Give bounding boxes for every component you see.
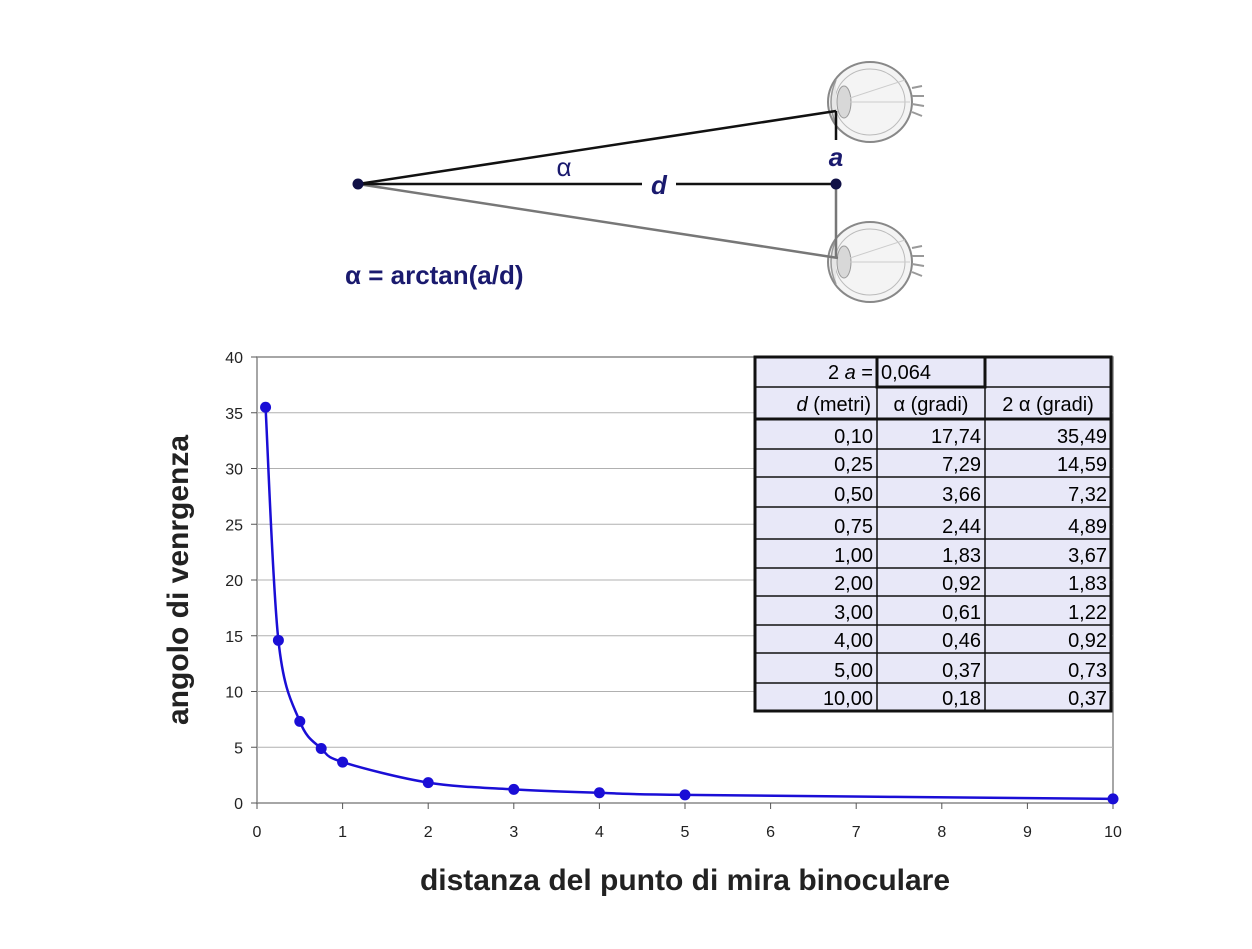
y-tick-label: 30	[225, 462, 243, 479]
table-cell: 0,10	[834, 426, 873, 448]
table-cell: 35,49	[1057, 426, 1107, 448]
data-point	[260, 401, 272, 413]
x-tick-label: 5	[681, 824, 690, 841]
x-tick-label: 9	[1023, 824, 1032, 841]
x-axis-title: distanza del punto di mira binoculare	[420, 864, 950, 897]
table-cell: 7,29	[942, 454, 981, 476]
y-tick-label: 10	[225, 685, 243, 702]
table-cell: 17,74	[931, 426, 981, 448]
table-cell: 0,46	[942, 630, 981, 652]
table-cell: 0,50	[834, 484, 873, 506]
table-cell: 0,37	[1068, 688, 1107, 710]
x-tick-label: 6	[766, 824, 775, 841]
data-point	[593, 787, 605, 799]
table-cell: 0,75	[834, 516, 873, 538]
table-cell: 5,00	[834, 660, 873, 682]
x-tick-label: 1	[338, 824, 347, 841]
y-tick-label: 20	[225, 573, 243, 590]
data-point	[679, 789, 691, 801]
table-header-baseline-value: 0,064	[881, 362, 931, 384]
x-tick-label: 4	[595, 824, 604, 841]
x-tick-label: 2	[424, 824, 433, 841]
table-cell: 3,00	[834, 602, 873, 624]
sight-line-upper	[357, 109, 837, 186]
table-cell: 0,18	[942, 688, 981, 710]
data-points	[260, 401, 1119, 805]
upper-eye-icon	[827, 61, 925, 143]
table-cell: 3,67	[1068, 545, 1107, 567]
table-cell: 1,00	[834, 545, 873, 567]
data-table: 2 a = 0,064 d (metri) α (gradi) 2 α (gradi) 0…	[753, 355, 1113, 713]
x-tick-label: 8	[937, 824, 946, 841]
data-point	[1107, 793, 1119, 805]
table-cell: 2,44	[942, 516, 981, 538]
x-tick-label: 7	[852, 824, 861, 841]
table-cell: 0,92	[942, 573, 981, 595]
x-tick-labels: 0 1 2 3 4 5 6 7 8 9 10	[253, 803, 1122, 841]
distance-label: d	[651, 170, 668, 200]
y-tick-label: 15	[225, 629, 243, 646]
data-point	[508, 783, 520, 795]
y-axis-title: angolo di venrgenza	[162, 435, 195, 725]
data-point	[422, 777, 434, 789]
table-cell: 4,89	[1068, 516, 1107, 538]
data-point	[272, 634, 284, 646]
table-cell: 1,83	[1068, 573, 1107, 595]
a-label: a	[829, 142, 843, 172]
table-cell: 4,00	[834, 630, 873, 652]
y-tick-label: 5	[234, 740, 243, 757]
table-cell: 7,32	[1068, 484, 1107, 506]
y-tick-labels: 0 5 10 15 20 25 30 35 40	[225, 350, 257, 813]
data-point	[294, 715, 306, 727]
table-cell: 3,66	[942, 484, 981, 506]
table-cell: 0,61	[942, 602, 981, 624]
table-cell: 1,83	[942, 545, 981, 567]
table-cell: 10,00	[823, 688, 873, 710]
table-header-baseline-label: 2 a =	[828, 362, 873, 384]
y-tick-label: 40	[225, 350, 243, 367]
table-cell: 0,25	[834, 454, 873, 476]
table-header-distance: d (metri)	[797, 394, 871, 416]
x-tick-label: 10	[1104, 824, 1122, 841]
y-tick-label: 25	[225, 517, 243, 534]
alpha-label: α	[556, 152, 571, 182]
x-tick-label: 3	[509, 824, 518, 841]
vergence-diagram: d α a α = arctan(a/d)	[345, 61, 925, 303]
table-cell: 0,73	[1068, 660, 1107, 682]
data-point	[315, 742, 327, 754]
x-tick-label: 0	[253, 824, 262, 841]
table-cell: 2,00	[834, 573, 873, 595]
table-cell: 0,37	[942, 660, 981, 682]
sight-line-lower	[357, 182, 839, 260]
lower-eye-icon	[827, 221, 925, 303]
y-tick-label: 0	[234, 796, 243, 813]
fixation-point	[352, 178, 364, 190]
table-header-alpha: α (gradi)	[894, 394, 969, 416]
baseline-value-cell	[875, 355, 987, 389]
table-cell: 1,22	[1068, 602, 1107, 624]
table-header-two-alpha: 2 α (gradi)	[1002, 394, 1094, 416]
midpoint-dot	[830, 178, 842, 190]
data-point	[337, 756, 349, 768]
formula: α = arctan(a/d)	[345, 260, 524, 290]
y-tick-label: 35	[225, 406, 243, 423]
table-cell: 14,59	[1057, 454, 1107, 476]
table-cell: 0,92	[1068, 630, 1107, 652]
